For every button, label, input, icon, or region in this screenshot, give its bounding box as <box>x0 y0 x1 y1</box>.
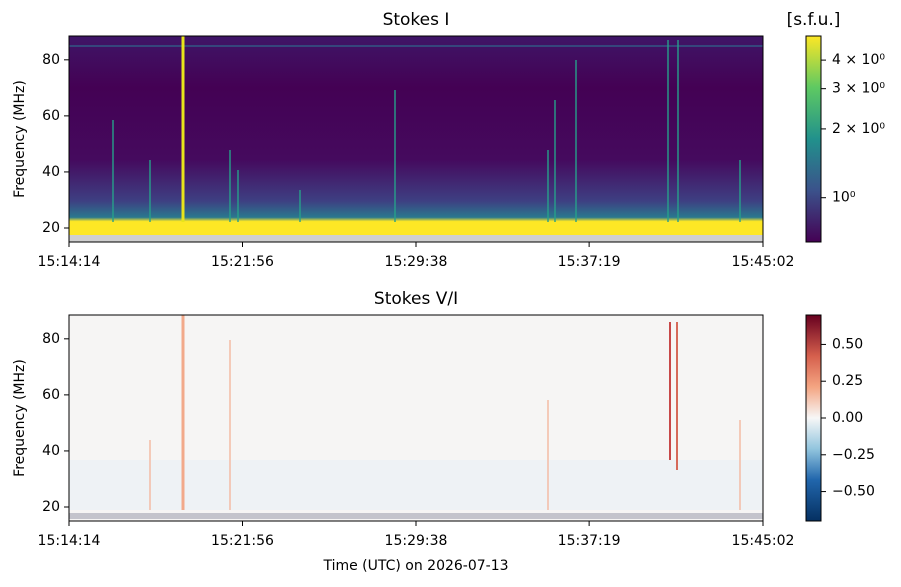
colorbar-tick-label: 2 × 10⁰ <box>832 121 885 137</box>
colorbar-tick-label: 0.00 <box>832 410 863 426</box>
x-tick-label: 15:37:19 <box>558 254 621 270</box>
x-axis-label: Time (UTC) on 2026-07-13 <box>322 558 508 574</box>
x-tick-label: 15:37:19 <box>558 533 621 549</box>
y-tick-label: 60 <box>42 387 60 403</box>
y-tick-label: 40 <box>42 164 60 180</box>
colorbar-tick-label: 10⁰ <box>832 190 856 206</box>
colorbar <box>805 314 822 522</box>
colorbar-tick-label: 4 × 10⁰ <box>832 52 885 68</box>
y-tick-label: 20 <box>42 499 60 515</box>
x-tick-label: 15:21:56 <box>211 533 274 549</box>
x-tick-label: 15:45:02 <box>732 254 795 270</box>
colorbar-tick-label: −0.50 <box>832 484 875 500</box>
heatmap-image-1 <box>69 36 763 242</box>
colorbar-label: [s.f.u.] <box>787 10 841 30</box>
y-tick-label: 80 <box>42 331 60 347</box>
x-tick-label: 15:45:02 <box>732 533 795 549</box>
y-tick-label: 80 <box>42 52 60 68</box>
y-tick-label: 60 <box>42 108 60 124</box>
colorbar-tick-label: 0.50 <box>832 336 863 352</box>
panel-title: Stokes I <box>383 10 450 30</box>
y-tick-label: 20 <box>42 220 60 236</box>
x-tick-label: 15:21:56 <box>211 254 274 270</box>
panel-title: Stokes V/I <box>374 289 458 309</box>
x-tick-label: 15:14:14 <box>38 533 101 549</box>
y-axis-label: Frequency (MHz) <box>12 80 28 198</box>
colorbar <box>805 35 822 243</box>
heatmap-image-2 <box>69 315 763 521</box>
x-tick-label: 15:14:14 <box>38 254 101 270</box>
colorbar-tick-label: 3 × 10⁰ <box>832 81 885 97</box>
x-tick-label: 15:29:38 <box>385 533 448 549</box>
colorbar-tick-label: −0.25 <box>832 447 875 463</box>
y-axis-label: Frequency (MHz) <box>12 359 28 477</box>
y-tick-label: 40 <box>42 443 60 459</box>
colorbar-tick-label: 0.25 <box>832 373 863 389</box>
x-tick-label: 15:29:38 <box>385 254 448 270</box>
